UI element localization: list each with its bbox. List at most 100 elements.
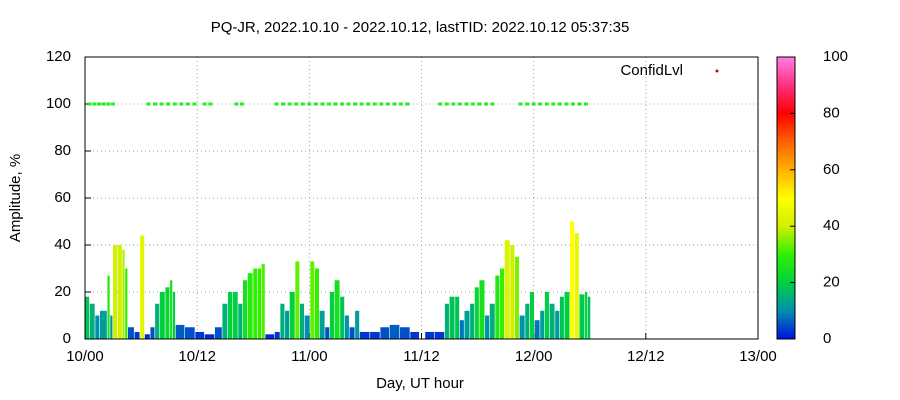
colorbox-strip [777, 277, 795, 280]
impulse [534, 320, 540, 339]
confidence-point [333, 102, 338, 106]
confidence-point [307, 102, 312, 106]
impulse [285, 310, 290, 339]
impulse [574, 233, 579, 339]
cb-tick-label: 20 [823, 274, 840, 291]
impulse [389, 324, 400, 339]
colorbox-strip [777, 99, 795, 102]
colorbox-strip [777, 209, 795, 212]
colorbox-strip [777, 295, 795, 298]
colorbox-strip [777, 169, 795, 172]
impulse [504, 240, 510, 339]
colorbox-strip [777, 325, 795, 328]
colorbox-strip [777, 269, 795, 272]
impulse [544, 292, 549, 339]
confidence-point [353, 102, 358, 106]
colorbox-strip [777, 187, 795, 190]
x-tick-label: 12/12 [627, 348, 665, 365]
y-tick-label: 80 [54, 142, 71, 159]
colorbox-strip [777, 223, 795, 226]
impulse [510, 245, 515, 339]
colorbox-strip [777, 329, 795, 332]
colorbox-strip [777, 77, 795, 80]
colorbox-strip [777, 203, 795, 206]
colorbox-strip [777, 245, 795, 248]
colorbox-strip [777, 233, 795, 236]
impulse [479, 280, 485, 339]
colorbox-strip [777, 125, 795, 128]
colorbox-strip [777, 111, 795, 114]
colorbox-strip [777, 327, 795, 330]
colorbox-strip [777, 65, 795, 68]
colorbox-strip [777, 161, 795, 164]
colorbox-strip [777, 189, 795, 192]
colorbox-strip [777, 89, 795, 92]
impulse [295, 261, 300, 339]
x-tick-label: 11/12 [403, 348, 439, 365]
colorbox-strip [777, 103, 795, 106]
colorbox-strip [777, 145, 795, 148]
impulse [314, 268, 320, 339]
y-tick-label: 60 [54, 189, 71, 206]
impulse [280, 303, 285, 339]
colorbox-strip [777, 115, 795, 118]
colorbox-strip [777, 247, 795, 250]
x-axis-label: Day, UT hour [376, 375, 464, 392]
impulse [555, 310, 560, 339]
impulse [400, 327, 410, 339]
impulse [587, 296, 591, 339]
y-tick-label: 40 [54, 236, 71, 253]
colorbox-strip [777, 273, 795, 276]
x-tick-label: 13/00 [739, 348, 777, 365]
impulse [175, 324, 185, 339]
colorbox-strip [777, 67, 795, 70]
colorbox-strip [777, 137, 795, 140]
impulse [214, 327, 222, 339]
colorbox-strip [777, 213, 795, 216]
colorbox-strip [777, 243, 795, 246]
confidence-point [192, 102, 197, 106]
impulse [228, 292, 233, 339]
impulse [107, 275, 110, 339]
y-tick-label: 100 [46, 95, 71, 112]
colorbox-strip [777, 135, 795, 138]
colorbox-strip [777, 171, 795, 174]
confidence-point [457, 102, 462, 106]
colorbox-strip [777, 87, 795, 90]
colorbox-strip [777, 219, 795, 222]
colorbox-strip [777, 301, 795, 304]
confidence-point [274, 102, 279, 106]
impulse [265, 334, 275, 339]
colorbox-strip [777, 199, 795, 202]
chart-title: PQ-JR, 2022.10.10 - 2022.10.12, lastTID:… [211, 19, 630, 36]
colorbox-strip [777, 159, 795, 162]
impulse [242, 280, 248, 339]
colorbox-strip [777, 307, 795, 310]
confidence-point [525, 102, 530, 106]
colorbox-strip [777, 241, 795, 244]
impulse [319, 310, 325, 339]
confidence-point [240, 102, 245, 106]
confidence-point [538, 102, 543, 106]
confidence-point [208, 102, 213, 106]
impulse [222, 303, 228, 339]
confidence-point [577, 102, 582, 106]
colorbox-strip [777, 253, 795, 256]
confidence-point [326, 102, 331, 106]
colorbox-strip [777, 191, 795, 194]
impulse [355, 310, 360, 339]
colorbox-strip [777, 71, 795, 74]
colorbox-strip [777, 267, 795, 270]
impulse [289, 292, 295, 339]
impulse [110, 315, 113, 339]
confidence-point [172, 102, 177, 106]
confidence-point [557, 102, 562, 106]
x-tick-label: 11/00 [291, 348, 327, 365]
impulse [257, 268, 262, 339]
colorbox-strip [777, 315, 795, 318]
impulse [247, 273, 253, 339]
colorbox-strip [777, 177, 795, 180]
impulse [444, 303, 449, 339]
colorbox-strip [777, 197, 795, 200]
colorbox-strip [777, 211, 795, 214]
